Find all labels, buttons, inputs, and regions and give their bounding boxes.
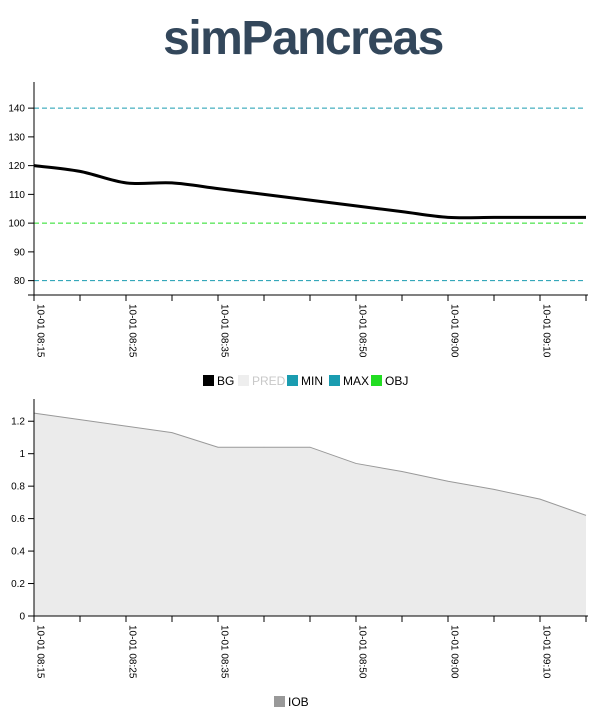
legend-item-max: MAX [329,374,369,388]
bg-point [263,194,265,196]
bg-y-tick-label: 110 [9,190,25,201]
iob-y-tick-label: 0.2 [11,579,25,590]
bg-point [79,171,81,173]
legend-item-iob: IOB [274,695,309,709]
bg-point [401,211,403,213]
legend-label-max: MAX [343,374,369,388]
iob-x-tick-label: 10-01 08:15 [35,625,46,679]
iob-x-tick-label: 10-01 09:00 [449,625,460,679]
legend-swatch-iob [274,696,285,707]
iob-x-tick-label: 10-01 09:10 [541,625,552,679]
bg-y-tick-label: 120 [8,161,25,172]
iob-point [355,463,357,465]
bg-point [447,217,449,219]
iob-point [171,432,173,434]
legend-label-iob: IOB [288,695,309,709]
legend-item-pred: PRED [238,374,286,388]
bg-x-tick-label: 10-01 08:35 [219,304,230,358]
bg-y-tick-label: 140 [8,104,25,115]
legend-item-min: MIN [287,374,323,388]
iob-point [539,498,541,500]
bg-line [33,164,586,220]
bg-point [355,205,357,207]
iob-y-tick-label: 0 [19,612,25,623]
legend-swatch-obj [371,375,382,386]
iob-y-tick-label: 1 [19,449,25,460]
iob-area-fill [34,413,586,616]
iob-y-tick-label: 0.8 [11,482,25,493]
iob-x-tick-label: 10-01 08:25 [127,625,138,679]
app-title: simPancreas [163,12,444,65]
iob-point [585,515,587,517]
iob-chart: 0 0.2 0.4 0.6 0.8 1 1.2 10-01 08:15 10-01 08:25 1… [11,399,588,709]
bg-y-tick-label: 90 [14,247,26,258]
legend-label-bg: BG [217,374,234,388]
legend-swatch-min [287,375,298,386]
iob-x-tick-label: 10-01 08:35 [219,625,230,679]
legend-label-pred: PRED [252,374,286,388]
iob-area-line [33,412,587,516]
bg-point [171,182,173,184]
iob-y-tick-label: 0.4 [11,547,25,558]
iob-point [217,446,219,448]
iob-point [79,419,81,421]
iob-point [447,480,449,482]
bg-y-tick-label: 80 [14,276,26,287]
bg-x-tick-label: 10-01 08:25 [127,304,138,358]
bg-point [309,199,311,201]
legend-swatch-bg [203,375,214,386]
bg-point [217,188,219,190]
iob-point [263,446,265,448]
iob-point [125,425,127,427]
iob-y-tick-label: 0.6 [11,514,25,525]
bg-point [585,217,587,219]
legend-item-bg: BG [203,374,234,388]
iob-point [309,446,311,448]
bg-y-tick-label: 100 [8,219,25,230]
bg-x-tick-label: 10-01 09:10 [541,304,552,358]
iob-point [493,489,495,491]
legend-label-obj: OBJ [385,374,408,388]
legend-label-min: MIN [301,374,323,388]
bg-x-tick-label: 10-01 08:15 [35,304,46,358]
legend-swatch-max [329,375,340,386]
bg-x-tick-label: 10-01 08:50 [357,304,368,358]
bg-y-tick-label: 130 [8,132,25,143]
iob-y-tick-label: 1.2 [11,417,25,428]
bg-point [125,182,127,184]
bg-point [493,217,495,219]
bg-point [539,217,541,219]
iob-point [401,471,403,473]
iob-x-tick-label: 10-01 08:50 [357,625,368,679]
bg-chart: 80 90 100 110 120 130 140 10-01 08:15 10-01 08:2… [8,82,588,388]
bg-x-tick-label: 10-01 09:00 [449,304,460,358]
legend-swatch-pred [238,375,249,386]
legend-item-obj: OBJ [371,374,408,388]
